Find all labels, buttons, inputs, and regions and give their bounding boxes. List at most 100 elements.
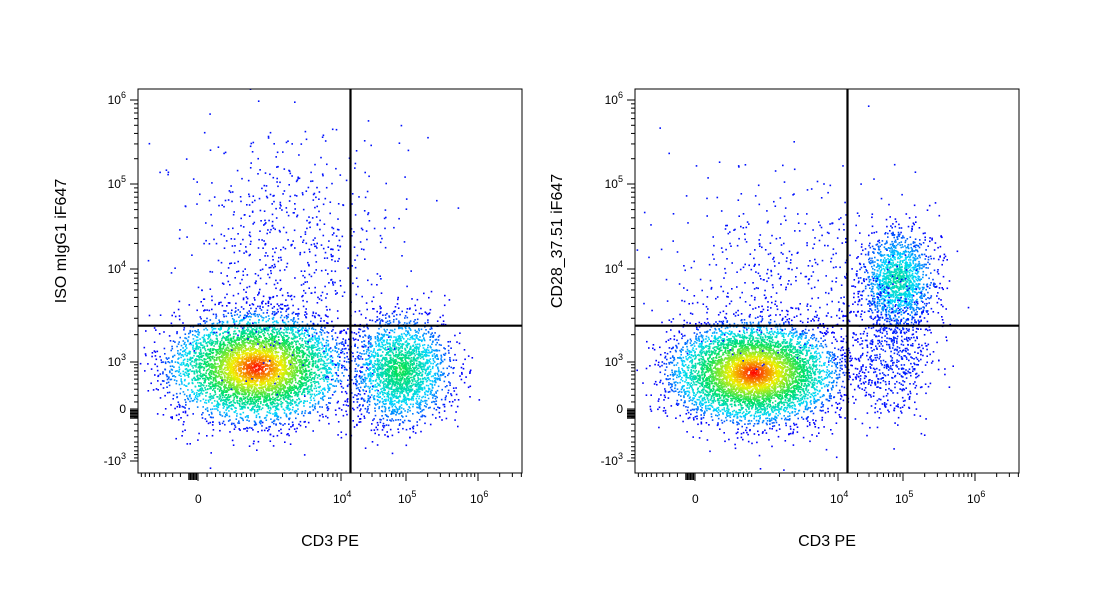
event-point bbox=[161, 380, 164, 382]
event-point bbox=[281, 352, 284, 354]
event-point bbox=[244, 346, 247, 348]
event-point bbox=[191, 365, 193, 367]
event-point bbox=[286, 350, 289, 353]
event-point bbox=[254, 394, 256, 396]
event-point bbox=[160, 359, 162, 361]
event-point bbox=[291, 330, 294, 333]
event-point bbox=[281, 392, 284, 394]
event-point bbox=[195, 395, 197, 397]
event-point bbox=[233, 359, 235, 361]
event-point bbox=[283, 340, 285, 343]
event-point bbox=[219, 386, 221, 388]
event-point bbox=[258, 391, 260, 394]
event-point bbox=[300, 370, 303, 372]
event-point bbox=[264, 357, 267, 360]
event-point bbox=[303, 353, 306, 356]
event-point bbox=[183, 421, 185, 423]
event-point bbox=[203, 377, 205, 380]
event-point bbox=[340, 349, 343, 352]
event-point bbox=[253, 343, 256, 345]
event-point bbox=[283, 367, 286, 370]
event-point bbox=[209, 340, 211, 342]
event-point bbox=[196, 398, 199, 401]
event-point bbox=[242, 318, 245, 321]
event-point bbox=[197, 329, 199, 331]
event-point bbox=[225, 369, 227, 371]
event-point bbox=[160, 383, 162, 386]
event-point bbox=[271, 354, 274, 356]
event-point bbox=[221, 368, 223, 370]
event-point bbox=[320, 332, 323, 334]
event-point bbox=[196, 355, 198, 358]
event-point bbox=[342, 338, 344, 340]
event-point bbox=[217, 369, 220, 372]
event-point bbox=[290, 369, 293, 371]
event-point bbox=[230, 370, 233, 372]
event-point bbox=[160, 361, 163, 364]
event-point bbox=[167, 381, 170, 384]
event-point bbox=[309, 352, 311, 355]
event-point bbox=[225, 352, 227, 354]
event-point bbox=[268, 355, 270, 357]
event-point bbox=[249, 345, 251, 348]
event-point bbox=[289, 408, 291, 411]
event-point bbox=[228, 410, 230, 412]
event-point bbox=[274, 412, 276, 414]
event-point bbox=[287, 343, 290, 346]
event-point bbox=[223, 386, 225, 388]
event-point bbox=[153, 327, 156, 329]
event-point bbox=[211, 343, 213, 346]
event-point bbox=[258, 341, 261, 343]
event-point bbox=[259, 356, 261, 358]
event-point bbox=[220, 327, 223, 329]
event-point bbox=[232, 363, 235, 365]
event-point bbox=[271, 348, 273, 350]
event-point bbox=[311, 350, 314, 352]
event-point bbox=[304, 379, 307, 381]
event-point bbox=[328, 367, 330, 369]
event-point bbox=[239, 413, 242, 415]
event-point bbox=[312, 344, 314, 346]
event-point bbox=[204, 322, 206, 324]
event-point bbox=[260, 379, 262, 381]
event-point bbox=[237, 365, 240, 368]
event-point bbox=[228, 415, 231, 418]
event-point bbox=[222, 358, 225, 361]
event-point bbox=[200, 343, 202, 345]
event-point bbox=[317, 365, 319, 368]
event-point bbox=[235, 369, 238, 371]
event-point bbox=[284, 380, 287, 382]
event-point bbox=[283, 412, 286, 414]
event-point bbox=[239, 397, 242, 399]
event-point bbox=[196, 371, 198, 374]
event-point bbox=[251, 349, 253, 351]
event-point bbox=[317, 339, 319, 342]
event-point bbox=[299, 370, 301, 372]
event-point bbox=[268, 348, 270, 351]
event-point bbox=[187, 389, 189, 391]
event-point bbox=[310, 348, 313, 351]
event-point bbox=[216, 340, 219, 342]
event-point bbox=[203, 367, 206, 370]
event-point bbox=[180, 356, 182, 359]
event-point bbox=[222, 402, 225, 404]
event-point bbox=[231, 317, 234, 320]
event-point bbox=[336, 351, 338, 354]
event-point bbox=[298, 397, 300, 400]
event-point bbox=[293, 356, 296, 358]
event-point bbox=[293, 372, 296, 375]
event-point bbox=[325, 371, 328, 373]
event-point bbox=[311, 314, 314, 317]
event-point bbox=[294, 393, 297, 396]
event-point bbox=[214, 378, 217, 381]
event-point bbox=[313, 406, 316, 409]
event-point bbox=[244, 379, 246, 382]
event-point bbox=[197, 339, 199, 341]
event-point bbox=[242, 343, 245, 345]
event-point bbox=[243, 398, 246, 400]
event-point bbox=[304, 361, 306, 364]
event-point bbox=[215, 366, 217, 368]
event-point bbox=[272, 387, 275, 389]
event-point bbox=[272, 328, 274, 331]
event-point bbox=[228, 341, 231, 343]
